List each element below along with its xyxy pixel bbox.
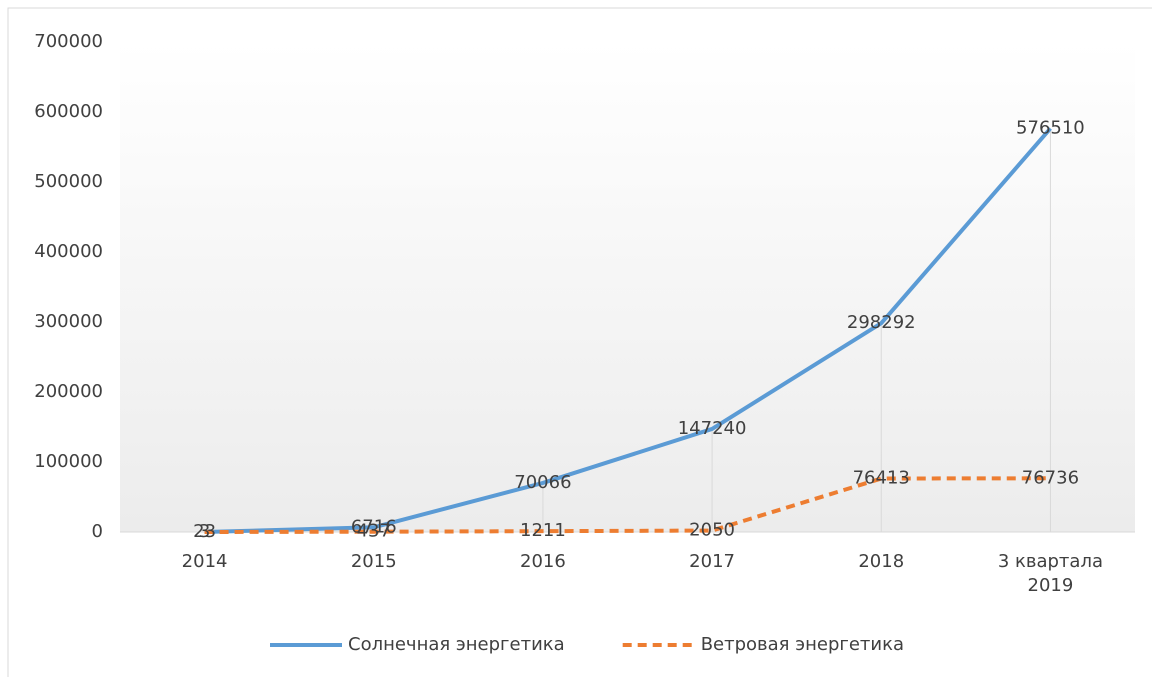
y-tick-label: 0 xyxy=(92,521,103,542)
series-line xyxy=(204,476,1051,534)
x-tick-label: 3 квартала 2019 xyxy=(997,551,1103,596)
data-label: 23 xyxy=(193,521,216,542)
x-tick-label: 2015 xyxy=(350,551,397,572)
chart-border xyxy=(7,7,1152,677)
y-tick-label: 500000 xyxy=(34,171,103,192)
y-tick-label: 700000 xyxy=(34,31,103,52)
data-label: 76736 xyxy=(1022,467,1079,488)
legend-label: Солнечная энергетика xyxy=(348,634,565,655)
data-label: 70066 xyxy=(514,472,571,493)
data-label: 1211 xyxy=(520,520,566,541)
data-label: 437 xyxy=(357,521,391,542)
x-tick-label: 2018 xyxy=(858,551,905,572)
y-tick-label: 100000 xyxy=(34,451,103,472)
data-label: 6716 xyxy=(351,516,397,537)
data-label: 76413 xyxy=(853,468,910,489)
x-tick-label: 2017 xyxy=(689,551,735,572)
y-tick-label: 200000 xyxy=(34,381,103,402)
x-tick-label: 2016 xyxy=(520,551,566,572)
data-label: 298292 xyxy=(847,312,916,333)
y-tick-label: 400000 xyxy=(34,241,103,262)
y-tick-label: 600000 xyxy=(34,101,103,122)
series-line xyxy=(204,127,1052,534)
data-label: 576510 xyxy=(1016,117,1085,138)
data-label: 2050 xyxy=(689,520,735,541)
data-label: 3 xyxy=(199,521,210,542)
legend-label: Ветровая энергетика xyxy=(701,634,904,655)
data-label: 147240 xyxy=(678,418,747,439)
x-tick-label: 2014 xyxy=(181,551,228,572)
plot-area xyxy=(120,42,1135,532)
y-tick-label: 300000 xyxy=(34,311,103,332)
